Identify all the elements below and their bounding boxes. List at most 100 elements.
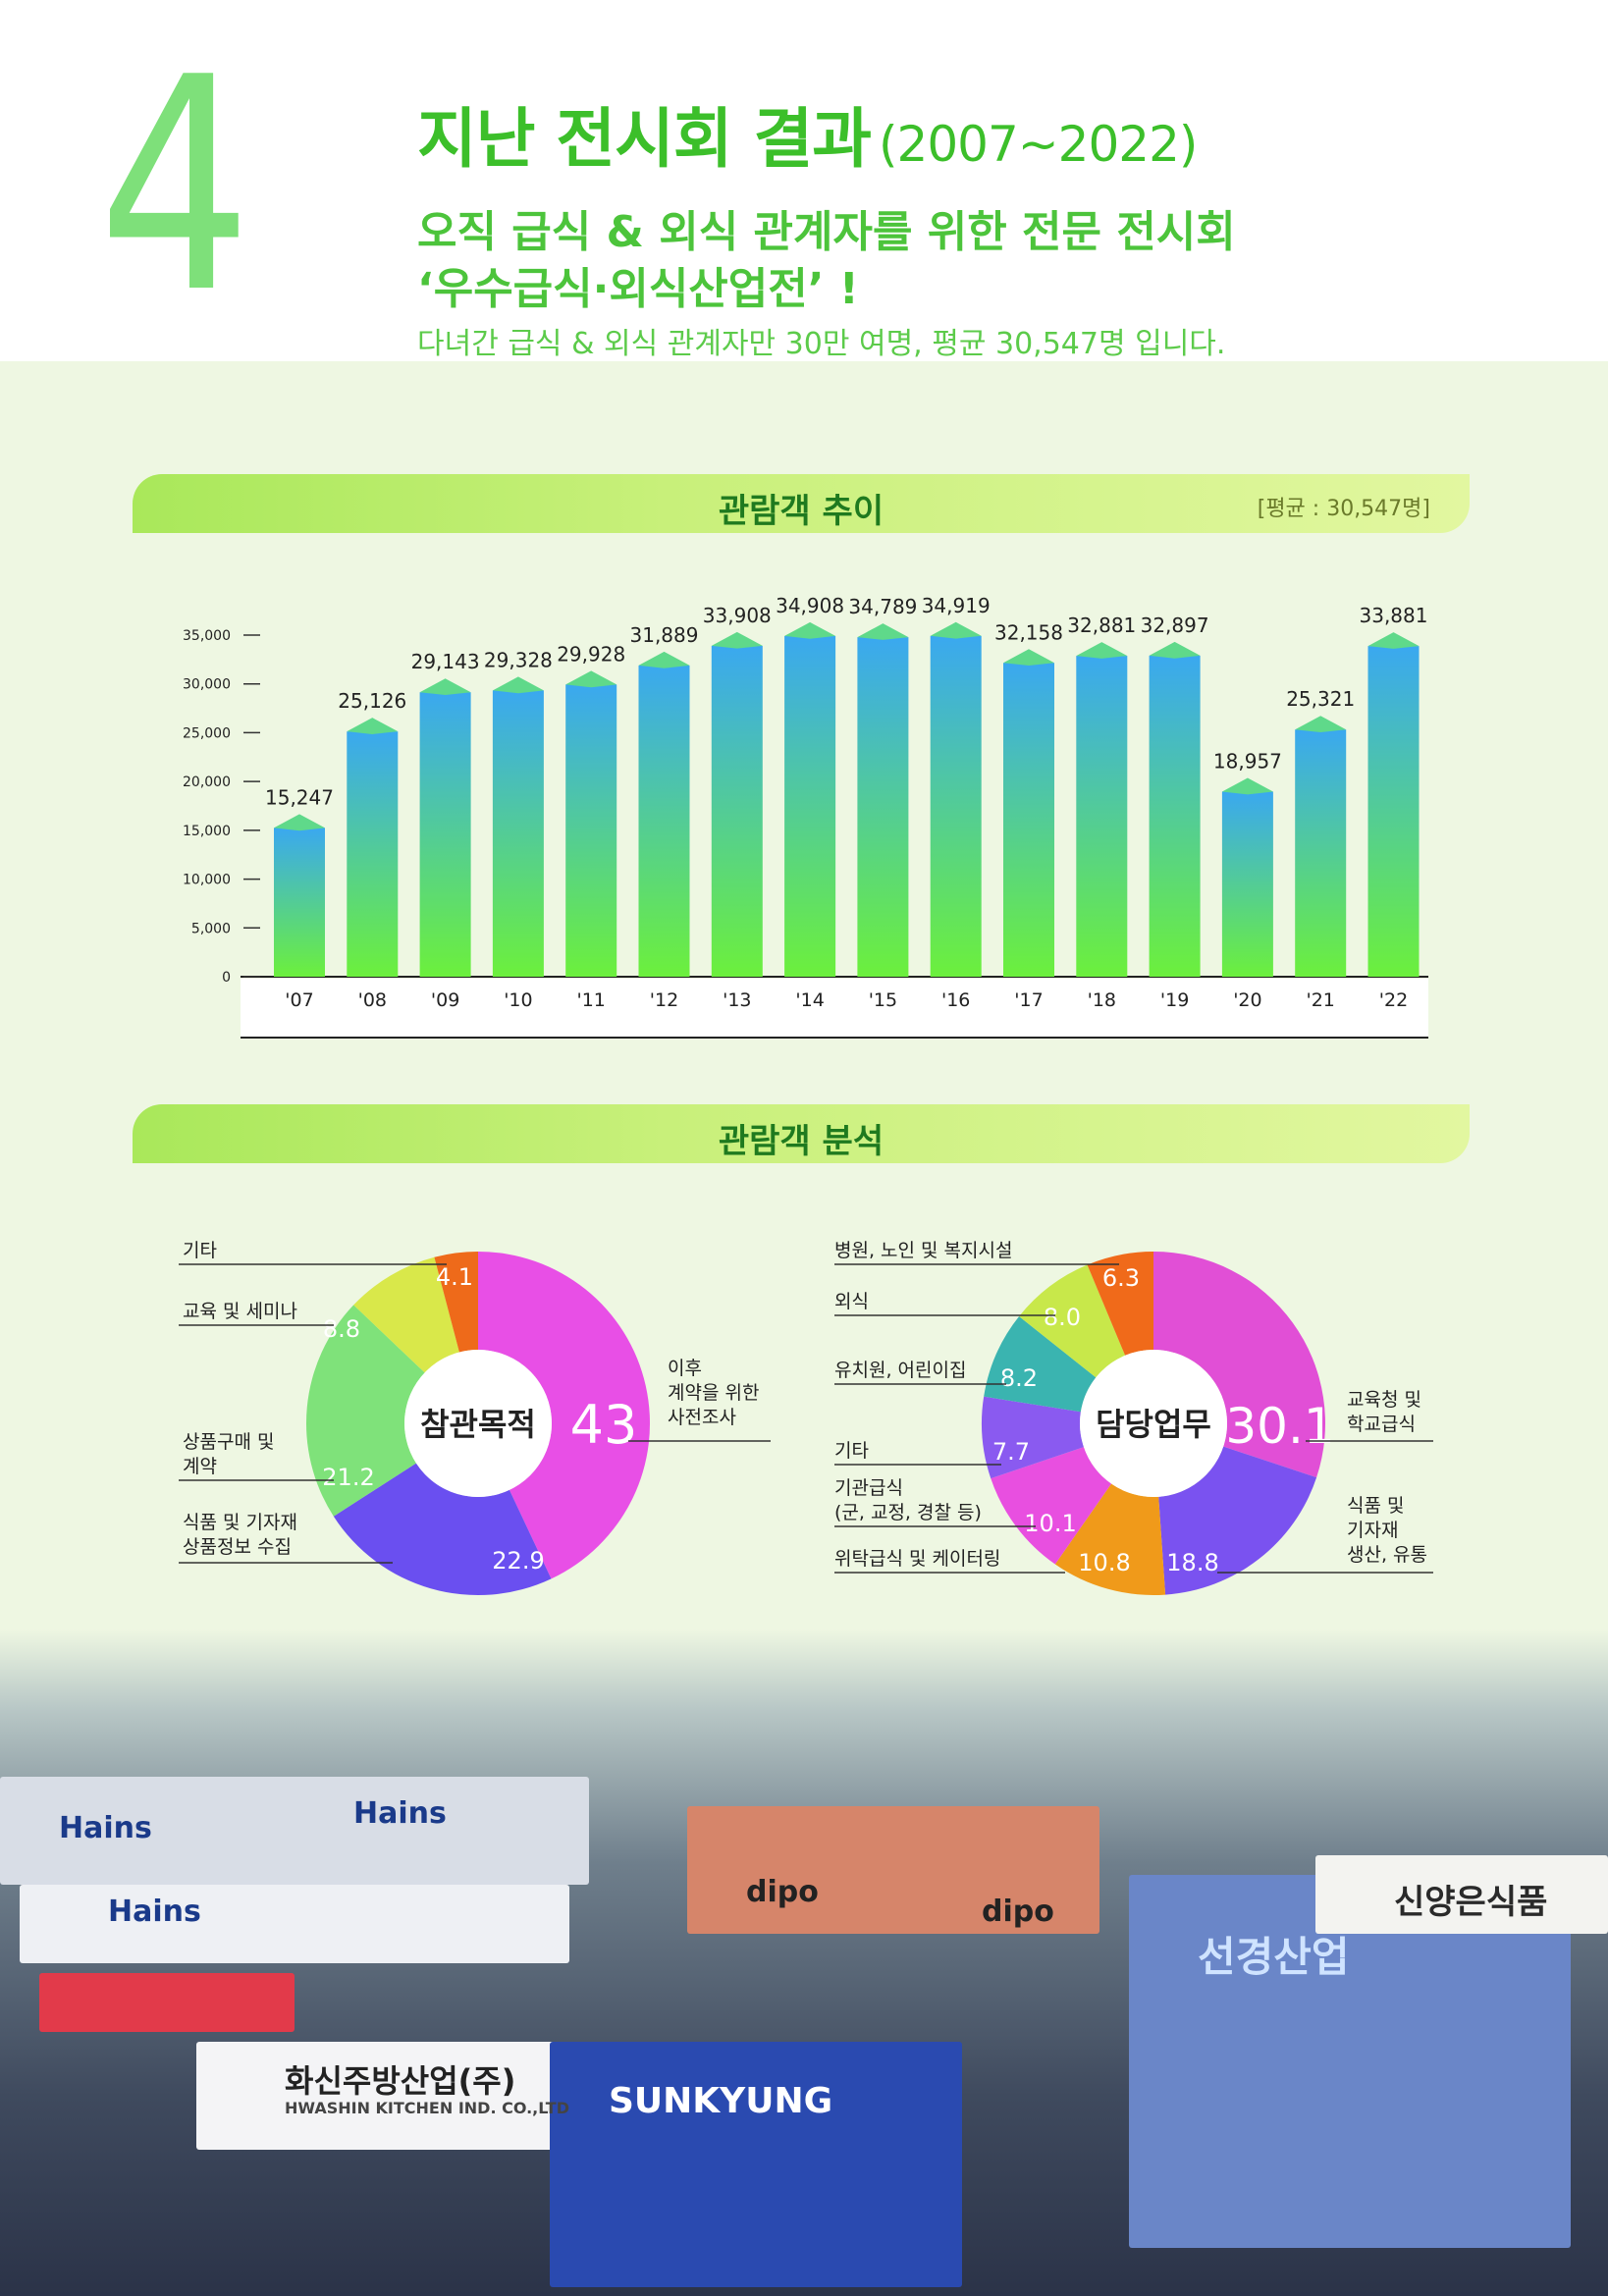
bar-top — [711, 631, 763, 649]
subtitle-3: 다녀간 급식 & 외식 관계자만 30만 여명, 평균 30,547명 입니다. — [417, 327, 1226, 361]
slice-label-18.8: 18.8 — [1166, 1549, 1218, 1576]
bar — [347, 731, 399, 977]
y-tick-label: 20,000 — [183, 774, 231, 790]
title-text: 지난 전시회 결과 — [417, 101, 872, 177]
bar — [565, 684, 617, 977]
photo-sign: Hains — [353, 1796, 447, 1831]
bar-top — [492, 676, 544, 694]
legend-catering: 위탁급식 및 케이터링 — [834, 1548, 1000, 1570]
donut-slice — [1087, 1252, 1153, 1356]
visitor-trend-chart: 0 5,000 10,000 15,000 20,000 25,000 30,000 35,0… — [183, 594, 1428, 1039]
legend-food-1: 식품 및 기자재 — [183, 1512, 297, 1533]
x-tick-label: '13 — [723, 989, 751, 1011]
donut-slice — [353, 1256, 459, 1373]
donut-hole — [1080, 1350, 1227, 1497]
photo-sign: 신양은식품 — [1394, 1883, 1548, 1922]
booth-banner — [196, 2042, 569, 2150]
legend-other: 기타 — [183, 1240, 217, 1261]
bar-value-label: 34,908 — [776, 594, 844, 617]
bar-top — [1367, 632, 1420, 649]
bar-value-label: 29,143 — [411, 650, 480, 673]
donut-slice — [982, 1396, 1084, 1479]
slice-label-43: 43 — [570, 1394, 638, 1456]
y-tick-label: 5,000 — [191, 921, 231, 936]
leader-lines — [834, 1263, 1433, 1574]
booth-banner — [1315, 1855, 1608, 1934]
donut-slice — [1158, 1446, 1317, 1595]
x-tick-label: '20 — [1233, 989, 1261, 1011]
bar-value-label: 25,321 — [1286, 687, 1355, 711]
title-range: (2007~2022) — [879, 116, 1198, 173]
slice-label-4.1: 4.1 — [436, 1263, 473, 1291]
page-title: 지난 전시회 결과 (2007~2022) — [417, 86, 1198, 181]
slice-label-30.1: 30.1 — [1225, 1398, 1334, 1455]
bar-top — [1149, 641, 1201, 659]
bar-value-label: 25,126 — [338, 689, 406, 713]
x-tick-label: '09 — [431, 989, 459, 1011]
donut-slice — [1054, 1483, 1166, 1595]
bar-top — [930, 621, 982, 639]
bar — [784, 635, 836, 977]
bar — [638, 665, 690, 977]
booth-banner — [687, 1806, 1099, 1934]
analysis-banner: 관람객 분석 — [133, 1104, 1470, 1163]
bar — [1221, 791, 1273, 977]
purpose-donut-chart: 참관목적 43 22.9 21.2 8.8 4.1 기타 교육 및 세미나 상품… — [179, 1240, 771, 1595]
x-tick-label: '22 — [1379, 989, 1408, 1011]
bar-value-label: 33,881 — [1360, 604, 1428, 627]
booth-banner — [39, 1973, 295, 2032]
bar-value-label: 29,328 — [484, 648, 553, 671]
bar — [1076, 656, 1128, 977]
bar-value-label: 32,897 — [1141, 614, 1209, 637]
legend-food-2: 상품정보 수집 — [183, 1536, 292, 1558]
slice-label-8.8: 8.8 — [323, 1315, 360, 1343]
booth-banner — [20, 1885, 569, 1963]
bar-top — [274, 814, 325, 831]
donut-slice — [1019, 1264, 1126, 1378]
slice-label-22.9: 22.9 — [492, 1547, 544, 1575]
x-tick-label: '07 — [285, 989, 313, 1011]
y-tick-label: 15,000 — [183, 824, 231, 839]
bar — [930, 635, 982, 977]
bar-value-label: 34,919 — [922, 594, 991, 617]
bar-top — [1295, 716, 1347, 733]
legend-institution-2: (군, 교정, 경찰 등) — [834, 1502, 982, 1523]
donut-slice — [991, 1447, 1112, 1565]
photo-sign: Hains — [59, 1811, 152, 1845]
bar-value-label: 18,957 — [1213, 750, 1282, 774]
bar-top — [565, 670, 617, 688]
bar-top — [1003, 649, 1054, 667]
bar — [419, 692, 471, 977]
legend-purchase-1: 상품구매 및 — [183, 1431, 274, 1453]
slice-label-8.2: 8.2 — [1000, 1364, 1038, 1392]
bar-value-label: 33,908 — [703, 604, 772, 627]
photo-sign: 선경산업 — [1198, 1933, 1350, 1981]
donut-slice — [984, 1316, 1097, 1413]
bar-top — [784, 621, 836, 639]
bar — [857, 637, 909, 977]
x-tick-label: '21 — [1306, 989, 1334, 1011]
subtitle-2: ‘우수급식·외식산업전’ ! — [417, 264, 859, 314]
legend-institution-1: 기관급식 — [834, 1477, 903, 1499]
bar — [1149, 655, 1201, 977]
subtitle-1: 오직 급식 & 외식 관계자를 위한 전문 전시회 — [417, 207, 1236, 257]
exhibition-hall-photo: Hains Hains Hains 화신주방산업(주) HWASHIN KITC… — [0, 1629, 1608, 2296]
y-tick-label: 10,000 — [183, 873, 231, 888]
legend-hospital: 병원, 노인 및 복지시설 — [834, 1240, 1012, 1261]
legend-school-2: 학교급식 — [1347, 1414, 1416, 1435]
y-tick-label: 0 — [222, 970, 231, 986]
legend-education: 교육 및 세미나 — [183, 1301, 297, 1322]
bar-top — [857, 623, 909, 640]
y-tick-label: 35,000 — [183, 628, 231, 644]
bar — [492, 690, 544, 977]
photo-sign: Hains — [108, 1895, 201, 1929]
bar — [1295, 729, 1347, 977]
slice-label-6.3: 6.3 — [1102, 1264, 1140, 1292]
y-tick-label: 30,000 — [183, 677, 231, 693]
slice-label-8.0: 8.0 — [1044, 1304, 1081, 1331]
legend-school-1: 교육청 및 — [1347, 1389, 1421, 1411]
legend-after-1: 이후 — [668, 1358, 702, 1379]
donut-hole — [404, 1350, 552, 1497]
x-tick-label: '15 — [869, 989, 897, 1011]
analysis-title: 관람객 분석 — [718, 1122, 884, 1161]
